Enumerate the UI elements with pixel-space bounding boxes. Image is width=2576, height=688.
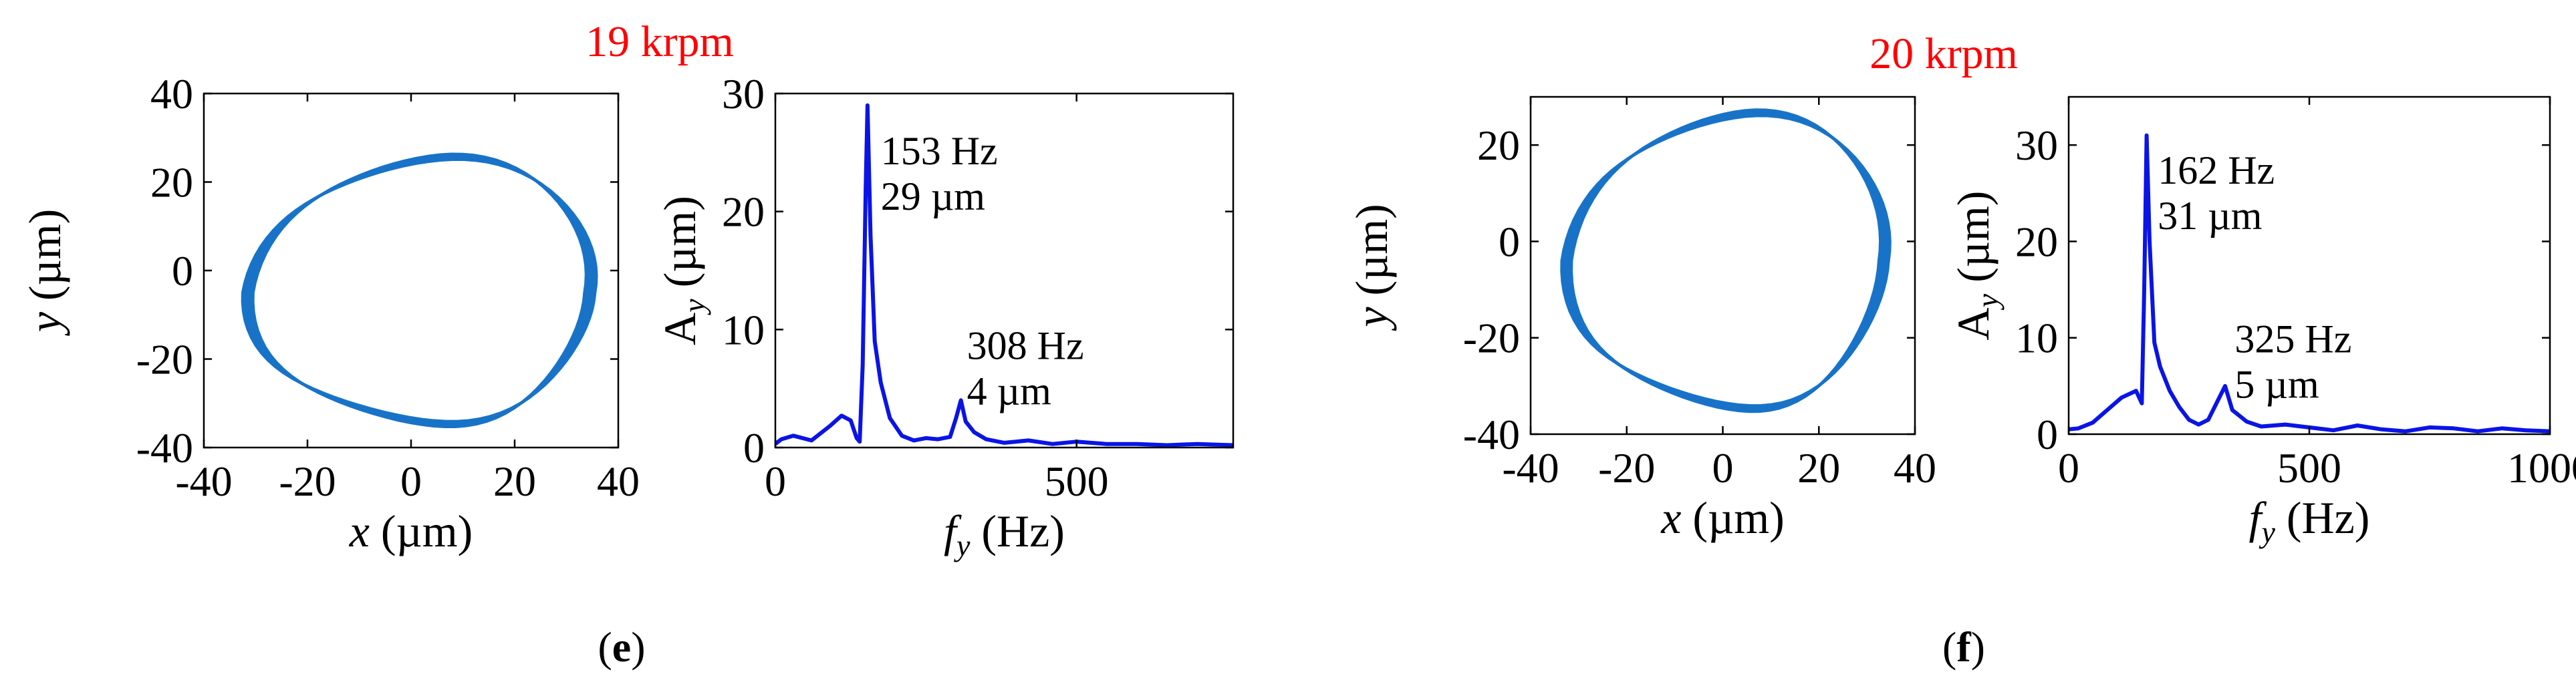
orbit-loop <box>1567 110 1885 412</box>
chart-e-spectrum-axes-box <box>774 92 1235 449</box>
annotation-amp: 5 µm <box>2234 362 2319 406</box>
annotation-1: 325 Hz 5 µm <box>2234 317 2351 406</box>
annotation-0: 162 Hz 31 µm <box>2158 148 2275 238</box>
y-axis-var: A <box>1948 307 1999 340</box>
x-axis-sub: y <box>954 528 971 562</box>
chart-e-spectrum: 153 Hz 29 µm 308 Hz 4 µm 0 500 0 10 20 30 fy (Hz) A… <box>654 70 1235 562</box>
y-tick-label: -40 <box>136 424 193 472</box>
x-axis-label: fy (Hz) <box>2249 492 2370 549</box>
annotation-amp: 4 µm <box>967 369 1051 413</box>
y-tick-label: 10 <box>722 306 765 353</box>
orbit-loop <box>241 158 598 423</box>
y-tick-label: 20 <box>2015 218 2058 265</box>
caption-e-letter: e <box>612 623 631 671</box>
caption-f-open: ( <box>1942 623 1956 671</box>
x-tick-label: 500 <box>1045 458 1109 505</box>
caption-e-close: ) <box>631 623 645 671</box>
x-tick-label: -40 <box>175 458 232 505</box>
x-tick-label: 500 <box>2277 444 2341 492</box>
y-axis-unit: (µm) <box>19 209 70 312</box>
y-tick-label: -40 <box>1463 411 1520 458</box>
x-axis-unit: (Hz) <box>970 506 1065 556</box>
y-tick-label: 20 <box>722 188 765 236</box>
y-tick-label: 20 <box>150 159 193 206</box>
y-axis-sub: y <box>1970 293 2005 310</box>
x-tick-label: 0 <box>400 458 422 505</box>
annotation-freq: 308 Hz <box>967 324 1084 368</box>
y-axis-var: y <box>1346 307 1397 331</box>
y-tick-label: 0 <box>743 424 765 472</box>
y-tick-label: 30 <box>722 70 765 118</box>
caption-e-open: ( <box>598 623 612 671</box>
y-tick-label: 0 <box>1499 218 1520 265</box>
y-tick-label: 30 <box>2015 122 2058 169</box>
x-tick-label: 20 <box>493 458 536 505</box>
y-axis-label: y (µm) <box>19 209 70 337</box>
chart-f-orbit-axes-box <box>1529 96 1916 436</box>
caption-f-close: ) <box>1971 623 1985 671</box>
spectrum-line <box>775 103 1233 448</box>
x-axis-unit: (Hz) <box>2275 492 2370 543</box>
y-tick-label: -20 <box>136 336 193 383</box>
x-axis-label: x (µm) <box>1660 492 1785 543</box>
x-tick-label: 40 <box>1894 444 1936 492</box>
y-tick-label: 10 <box>2015 315 2058 362</box>
y-axis-label: y (µm) <box>1346 204 1397 331</box>
annotation-freq: 325 Hz <box>2234 317 2351 361</box>
x-tick-label: 40 <box>597 458 640 505</box>
y-axis-label: Ay (µm) <box>1948 191 2005 341</box>
x-tick-label: 0 <box>1712 444 1734 492</box>
y-axis-var: A <box>654 313 705 345</box>
orbit-loop <box>1560 114 1892 407</box>
y-axis-unit: (µm) <box>654 196 705 299</box>
x-axis-label: x (µm) <box>349 506 473 556</box>
x-axis-var: x <box>349 506 370 556</box>
orbit-loop <box>251 152 588 429</box>
orbit-loop <box>249 154 591 427</box>
y-tick-label: 40 <box>150 70 193 118</box>
caption-f: (f) <box>1942 623 1985 671</box>
annotation-freq: 153 Hz <box>881 129 998 173</box>
x-tick-label: -20 <box>279 458 336 505</box>
annotation-1: 308 Hz 4 µm <box>967 324 1084 413</box>
x-tick-label: -40 <box>1502 444 1559 492</box>
y-tick-label: -20 <box>1463 315 1520 362</box>
spectrum-line <box>2069 133 2550 434</box>
y-tick-label: 20 <box>1477 122 1520 169</box>
caption-f-letter: f <box>1956 623 1971 671</box>
x-tick-label: 0 <box>765 458 786 505</box>
y-tick-label: 0 <box>2037 411 2058 458</box>
caption-e: (e) <box>598 623 645 671</box>
annotation-amp: 29 µm <box>881 174 985 218</box>
x-tick-label: -20 <box>1598 444 1655 492</box>
y-axis-label: Ay (µm) <box>654 196 711 345</box>
y-axis-unit: (µm) <box>1346 204 1397 307</box>
annotation-amp: 31 µm <box>2158 194 2262 238</box>
x-axis-unit: (µm) <box>1681 492 1784 543</box>
y-axis-unit: (µm) <box>1948 191 1999 294</box>
x-tick-label: 20 <box>1797 444 1840 492</box>
annotation-freq: 162 Hz <box>2158 148 2275 192</box>
x-tick-label: 0 <box>2058 444 2079 492</box>
y-tick-label: 0 <box>172 247 193 295</box>
x-axis-var: x <box>1660 492 1681 543</box>
speed-label-f: 20 krpm <box>1870 29 2018 78</box>
y-axis-sub: y <box>677 299 711 315</box>
x-axis-label: fy (Hz) <box>944 506 1065 562</box>
x-axis-sub: y <box>2259 515 2275 549</box>
y-axis-var: y <box>19 311 70 336</box>
orbit-loop <box>1569 108 1882 413</box>
x-axis-unit: (µm) <box>370 506 473 556</box>
chart-e-orbit-axes-box <box>203 92 620 449</box>
speed-label-e: 19 krpm <box>586 17 734 66</box>
annotation-0: 153 Hz 29 µm <box>881 129 998 218</box>
